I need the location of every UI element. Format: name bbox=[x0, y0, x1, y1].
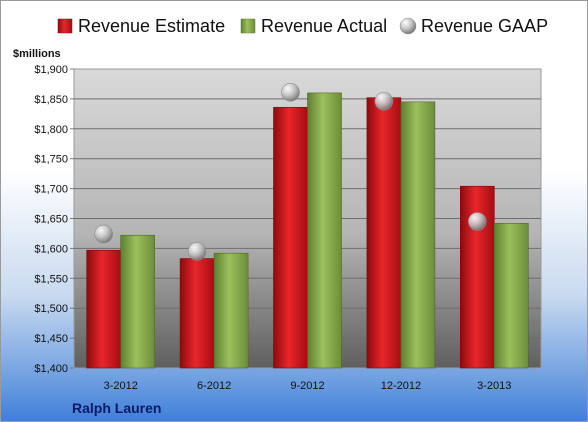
estimate-bar bbox=[86, 249, 121, 369]
x-axis: 3-2012 6-2012 9-2012 12-2012 3-2013 bbox=[104, 380, 512, 392]
x-tick-label: 3-2012 bbox=[104, 380, 138, 392]
actual-bar bbox=[213, 252, 249, 369]
estimate-bar bbox=[179, 258, 215, 369]
legend-label-gaap: Revenue GAAP bbox=[421, 16, 548, 36]
gaap-marker bbox=[281, 83, 300, 102]
y-tick-label: $1,800 bbox=[34, 124, 68, 136]
estimate-bar bbox=[273, 106, 308, 369]
gaap-marker bbox=[94, 224, 113, 244]
unit-label: $millions bbox=[13, 48, 61, 60]
actual-bar bbox=[493, 222, 529, 369]
x-tick-label: 6-2012 bbox=[197, 380, 231, 392]
y-tick-label: $1,700 bbox=[34, 184, 68, 196]
company-label: Ralph Lauren bbox=[72, 400, 161, 416]
legend-marker-gaap bbox=[399, 17, 417, 35]
legend-swatch-actual bbox=[240, 18, 256, 34]
actual-bar bbox=[400, 101, 436, 369]
y-tick-label: $1,400 bbox=[34, 363, 68, 375]
y-axis: $1,400 $1,450 $1,500 $1,550 $1,600 $1,650 $1,7… bbox=[34, 64, 74, 375]
x-tick-label: 3-2013 bbox=[477, 380, 511, 392]
y-tick-label: $1,750 bbox=[34, 154, 68, 166]
legend-swatch-estimate bbox=[57, 18, 73, 34]
gaap-marker bbox=[374, 91, 394, 111]
actual-bar bbox=[120, 234, 155, 369]
y-tick-label: $1,900 bbox=[34, 64, 68, 76]
legend-label-actual: Revenue Actual bbox=[261, 16, 387, 36]
y-tick-label: $1,450 bbox=[34, 333, 68, 345]
x-tick-label: 12-2012 bbox=[381, 380, 421, 392]
gaap-markers bbox=[94, 83, 487, 261]
legend: Revenue Estimate Revenue Actual Revenue … bbox=[57, 16, 548, 36]
y-tick-label: $1,650 bbox=[34, 214, 68, 226]
y-tick-label: $1,600 bbox=[34, 243, 68, 255]
actual-bar bbox=[307, 92, 342, 369]
legend-label-estimate: Revenue Estimate bbox=[78, 16, 225, 36]
estimate-bar bbox=[366, 97, 402, 369]
y-tick-label: $1,550 bbox=[34, 273, 68, 285]
gaap-marker bbox=[467, 212, 487, 231]
y-tick-label: $1,850 bbox=[34, 94, 68, 106]
x-tick-label: 9-2012 bbox=[290, 380, 324, 392]
gaap-marker bbox=[187, 242, 207, 261]
y-tick-label: $1,500 bbox=[34, 303, 68, 315]
